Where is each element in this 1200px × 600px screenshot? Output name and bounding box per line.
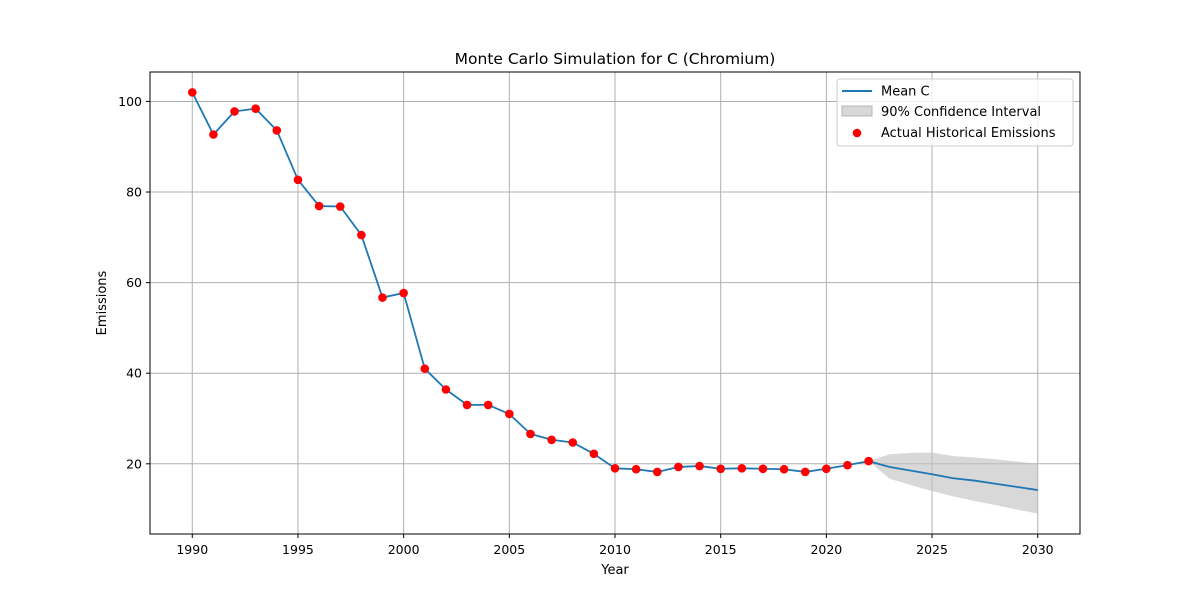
historical-point xyxy=(779,464,789,474)
historical-point xyxy=(716,464,725,474)
historical-point xyxy=(568,438,578,447)
x-tick-label: 2010 xyxy=(599,542,631,557)
legend-box xyxy=(836,78,1074,147)
historical-point xyxy=(187,88,197,97)
confidence-band-layer xyxy=(868,452,1038,514)
y-tick-label: 20 xyxy=(126,456,142,471)
historical-point xyxy=(695,461,704,471)
historical-point xyxy=(272,126,282,135)
historical-point xyxy=(758,464,768,474)
historical-point xyxy=(505,409,514,419)
y-tick-label: 40 xyxy=(126,366,142,381)
historical-point xyxy=(209,130,218,139)
historical-point xyxy=(399,288,408,298)
x-tick-label: 2015 xyxy=(705,542,737,557)
x-tick-label: 2030 xyxy=(1022,542,1054,557)
historical-point xyxy=(314,201,324,211)
x-tick-label: 2000 xyxy=(388,542,420,557)
x-tick-label: 1995 xyxy=(282,542,314,557)
historical-point xyxy=(526,429,535,439)
y-axis-title: Emissions xyxy=(95,270,110,335)
y-tick-label: 60 xyxy=(126,275,142,290)
legend-points-label: Actual Historical Emissions xyxy=(881,126,1056,141)
legend-band-key xyxy=(841,105,873,117)
historical-point xyxy=(293,175,303,185)
x-tick-label: 1990 xyxy=(176,542,208,557)
historical-point xyxy=(674,462,683,472)
historical-point xyxy=(441,385,451,394)
x-tick-label: 2025 xyxy=(916,542,948,557)
historical-point xyxy=(483,400,493,410)
x-axis-ticks: 1990 1995 2000 2005 2010 2015 2020 2025 2030 xyxy=(176,534,1054,557)
historical-point xyxy=(420,364,430,373)
x-axis-title: Year xyxy=(600,563,629,578)
y-axis-ticks: 20 40 60 80 100 xyxy=(118,94,150,471)
historical-point xyxy=(800,467,810,477)
confidence-band xyxy=(868,452,1038,514)
y-tick-label: 100 xyxy=(118,94,142,109)
historical-point xyxy=(843,460,852,470)
legend-mean-label: Mean C xyxy=(881,85,930,100)
historical-point xyxy=(230,107,239,116)
historical-point xyxy=(357,230,366,240)
legend: Mean C 90% Confidence Interval Actual Hi… xyxy=(836,78,1074,147)
historical-point xyxy=(737,464,747,473)
historical-points-layer xyxy=(187,88,873,477)
historical-point xyxy=(462,400,472,410)
chart-title: Monte Carlo Simulation for C (Chromium) xyxy=(455,50,776,68)
historical-point xyxy=(631,464,641,474)
legend-band-label: 90% Confidence Interval xyxy=(881,105,1041,120)
historical-point xyxy=(547,435,556,445)
y-tick-label: 80 xyxy=(126,185,142,200)
historical-point xyxy=(335,202,345,211)
historical-point xyxy=(589,449,599,459)
historical-point xyxy=(864,456,873,466)
historical-point xyxy=(652,467,662,477)
x-tick-label: 2020 xyxy=(810,542,842,557)
x-tick-label: 2005 xyxy=(493,542,525,557)
historical-point xyxy=(610,464,620,473)
historical-point xyxy=(822,464,831,474)
historical-point xyxy=(251,104,260,113)
historical-point xyxy=(378,293,387,302)
legend-points-key xyxy=(852,128,862,138)
